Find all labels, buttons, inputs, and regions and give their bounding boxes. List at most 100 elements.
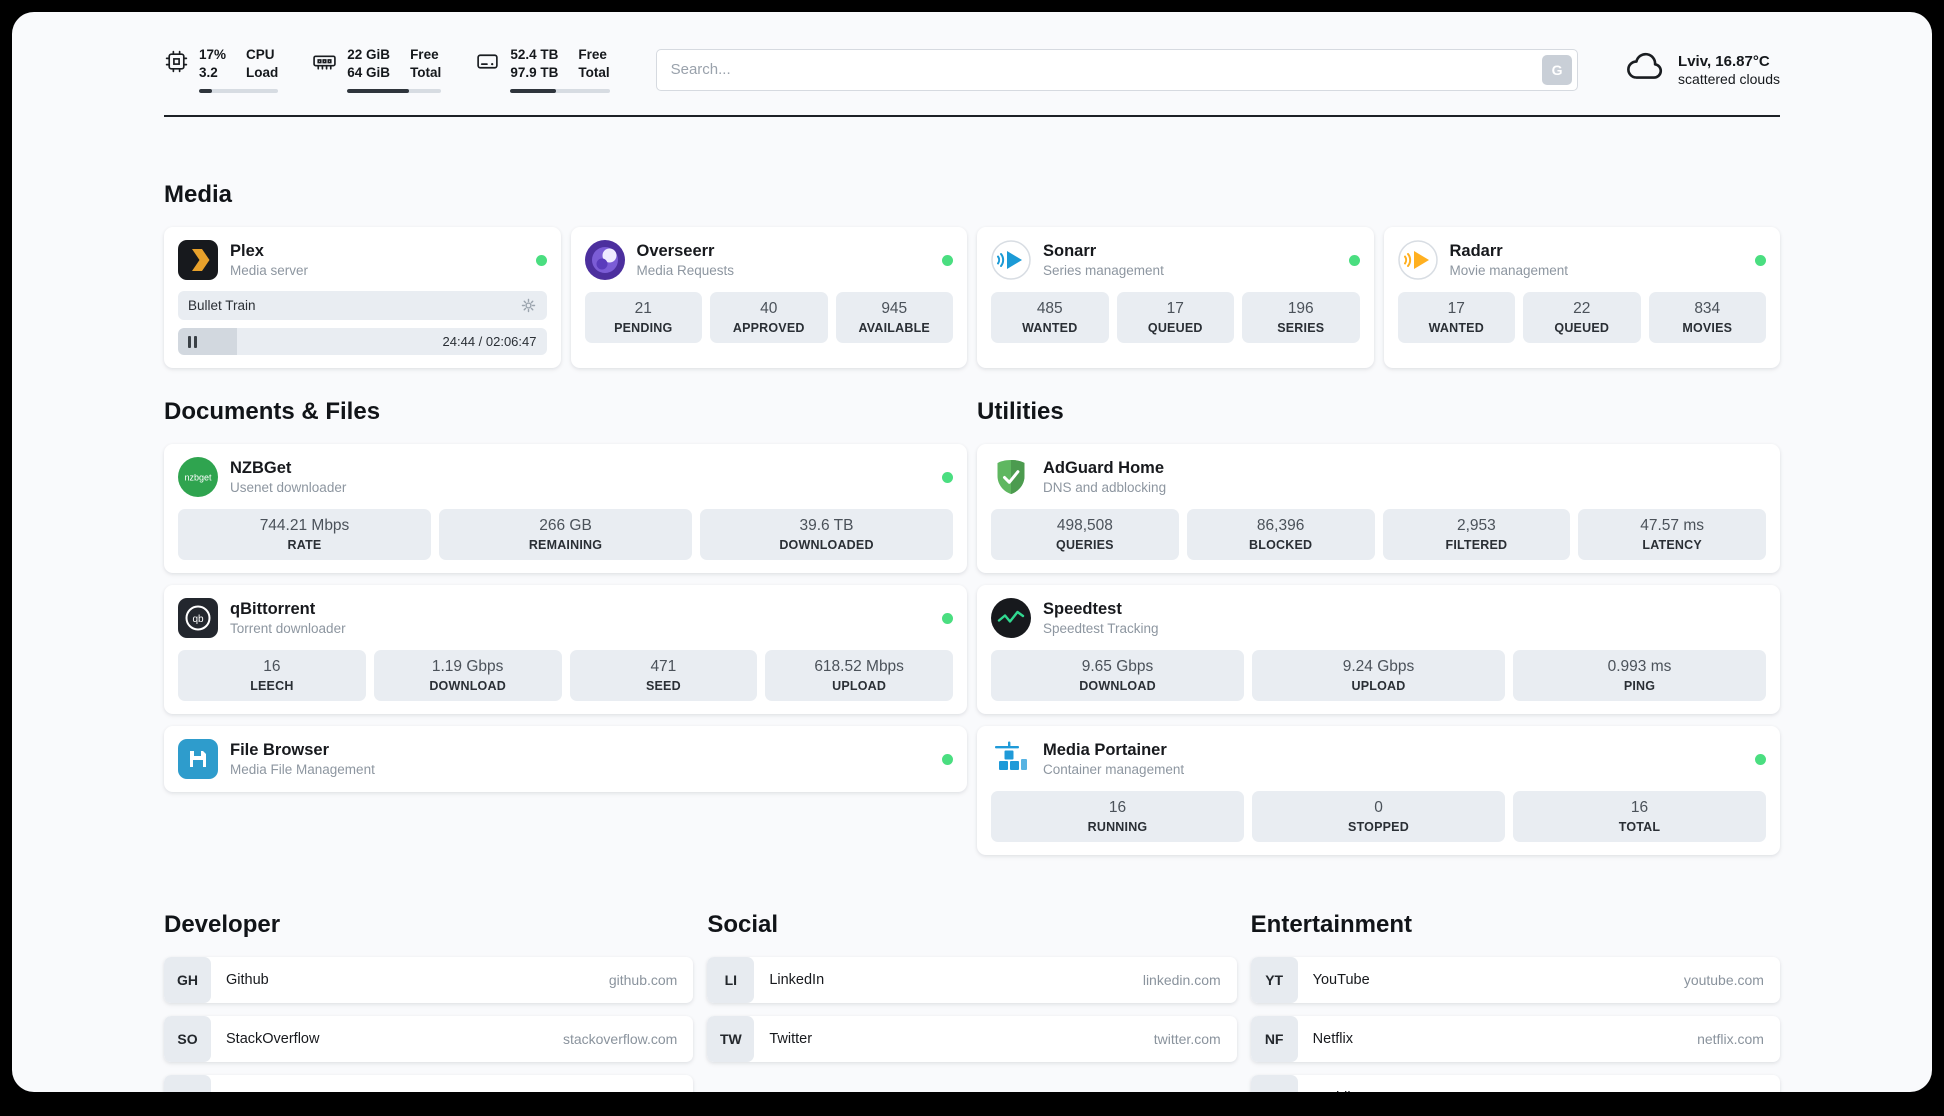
stat-queued: 17 QUEUED bbox=[1116, 292, 1234, 344]
app-name: Speedtest bbox=[1043, 600, 1122, 619]
sonarr-icon bbox=[991, 240, 1031, 281]
app-card-speedtest[interactable]: Speedtest Speedtest Tracking 9.65 Gbps D… bbox=[977, 585, 1780, 715]
app-subtitle: Media Requests bbox=[636, 263, 735, 279]
ram-labels: Free Total bbox=[410, 47, 442, 81]
reddit-badge: RE bbox=[1250, 1075, 1298, 1092]
link-dev[interactable]: DT DEV dev.to bbox=[164, 1075, 694, 1092]
stat-download: 9.65 Gbps DOWNLOAD bbox=[991, 650, 1244, 702]
hard-drive-icon bbox=[475, 46, 500, 74]
cpu-metric: 17% 3.2 CPU Load bbox=[164, 46, 279, 94]
app-card-radarr[interactable]: Radarr Movie management 17 WANTED 22 QUE… bbox=[1383, 227, 1780, 369]
app-subtitle: DNS and adblocking bbox=[1043, 480, 1167, 496]
status-dot bbox=[942, 612, 953, 624]
link-youtube[interactable]: YT YouTube youtube.com bbox=[1250, 957, 1780, 1004]
app-card-overseerr[interactable]: Overseerr Media Requests 21 PENDING 40 A… bbox=[570, 227, 967, 369]
stat-download: 1.19 Gbps DOWNLOAD bbox=[373, 650, 562, 702]
radarr-icon bbox=[1397, 240, 1438, 281]
stat-pending: 21 PENDING bbox=[584, 292, 702, 344]
stat-remaining: 266 GB REMAINING bbox=[439, 509, 692, 561]
pause-icon[interactable] bbox=[188, 335, 197, 348]
section-entertainment: Entertainment YT YouTube youtube.com NF … bbox=[1250, 911, 1780, 1092]
search-engine-button[interactable]: G bbox=[1542, 54, 1573, 85]
link-netflix[interactable]: NF Netflix netflix.com bbox=[1250, 1016, 1780, 1063]
portainer-icon bbox=[991, 739, 1031, 779]
link-reddit[interactable]: RE Reddit reddit.com bbox=[1250, 1075, 1780, 1092]
link-linkedin[interactable]: LI LinkedIn linkedin.com bbox=[707, 957, 1237, 1004]
disk-progressbar bbox=[510, 89, 610, 94]
app-card-nzbget[interactable]: nzbget NZBGet Usenet downloader 744.21 M… bbox=[164, 444, 967, 574]
stat-running: 16 RUNNING bbox=[991, 791, 1244, 843]
app-name: Media Portainer bbox=[1043, 741, 1167, 760]
stat-rate: 744.21 Mbps RATE bbox=[178, 509, 431, 561]
disk-values: 52.4 TB 97.9 TB bbox=[510, 47, 559, 81]
app-name: Plex bbox=[230, 242, 264, 261]
app-subtitle: Media File Management bbox=[230, 762, 375, 778]
app-name: Radarr bbox=[1449, 242, 1503, 261]
media-heading: Media bbox=[164, 181, 233, 209]
github-badge: GH bbox=[164, 957, 211, 1004]
section-social: Social LI LinkedIn linkedin.com TW Twitt… bbox=[707, 911, 1237, 1092]
status-dot bbox=[942, 254, 953, 266]
now-playing-title: Bullet Train bbox=[188, 298, 256, 314]
svg-text:nzbget: nzbget bbox=[184, 473, 212, 483]
dashboard-panel: 17% 3.2 CPU Load bbox=[12, 12, 1932, 1092]
stat-available: 945 AVAILABLE bbox=[835, 292, 953, 344]
ram-metric: 22 GiB 64 GiB Free Total bbox=[312, 46, 442, 94]
weather-condition: scattered clouds bbox=[1678, 70, 1780, 87]
section-developer: Developer GH Github github.com SO StackO… bbox=[164, 911, 694, 1092]
app-card-adguard[interactable]: AdGuard Home DNS and adblocking 498,508 … bbox=[977, 444, 1780, 574]
filebrowser-icon bbox=[178, 739, 218, 780]
app-name: qBittorrent bbox=[230, 600, 316, 619]
cpu-chip-icon bbox=[164, 46, 189, 74]
app-subtitle: Media server bbox=[230, 263, 309, 279]
stat-total: 16 TOTAL bbox=[1513, 791, 1766, 843]
header-bar: 17% 3.2 CPU Load bbox=[164, 12, 1780, 94]
stat-filtered: 2,953 FILTERED bbox=[1382, 509, 1571, 561]
status-dot bbox=[942, 471, 953, 483]
app-subtitle: Container management bbox=[1043, 762, 1185, 778]
qbittorrent-icon: qb bbox=[178, 598, 218, 639]
stat-movies: 834 MOVIES bbox=[1648, 292, 1766, 344]
stat-queued: 22 QUEUED bbox=[1523, 292, 1641, 344]
stat-latency: 47.57 ms LATENCY bbox=[1578, 509, 1766, 561]
cpu-progressbar bbox=[199, 89, 279, 94]
status-dot bbox=[1755, 254, 1766, 266]
overseerr-icon bbox=[584, 240, 625, 281]
stat-seed: 471 SEED bbox=[569, 650, 758, 702]
cpu-values: 17% 3.2 bbox=[199, 47, 227, 81]
entertainment-heading: Entertainment bbox=[1250, 911, 1413, 939]
app-card-plex[interactable]: Plex Media server Bullet Train bbox=[164, 227, 561, 369]
link-twitter[interactable]: TW Twitter twitter.com bbox=[707, 1016, 1237, 1063]
app-subtitle: Speedtest Tracking bbox=[1043, 621, 1159, 637]
speedtest-icon bbox=[991, 598, 1031, 639]
developer-heading: Developer bbox=[164, 911, 281, 939]
app-name: Sonarr bbox=[1043, 242, 1097, 261]
stat-ping: 0.993 ms PING bbox=[1513, 650, 1766, 702]
section-utilities: Utilities AdGuard Home DNS and adblockin… bbox=[977, 398, 1780, 856]
stat-queries: 498,508 QUERIES bbox=[991, 509, 1179, 561]
app-card-sonarr[interactable]: Sonarr Series management 485 WANTED 17 Q… bbox=[977, 227, 1374, 369]
section-documents: Documents & Files nzbget NZBGet Usenet d… bbox=[164, 398, 967, 793]
playback-progressbar[interactable]: 24:44 / 02:06:47 bbox=[178, 328, 547, 356]
link-github[interactable]: GH Github github.com bbox=[164, 957, 694, 1004]
link-stackoverflow[interactable]: SO StackOverflow stackoverflow.com bbox=[164, 1016, 694, 1063]
cloud-icon bbox=[1624, 46, 1666, 93]
app-card-filebrowser[interactable]: File Browser Media File Management bbox=[164, 726, 967, 793]
disk-labels: Free Total bbox=[578, 47, 610, 81]
cpu-labels: CPU Load bbox=[246, 47, 279, 81]
gear-icon[interactable] bbox=[520, 297, 537, 314]
utilities-heading: Utilities bbox=[977, 398, 1064, 426]
ram-progressbar bbox=[347, 89, 442, 94]
adguard-shield-icon bbox=[991, 457, 1031, 497]
ram-values: 22 GiB 64 GiB bbox=[347, 47, 391, 81]
search-input[interactable] bbox=[655, 48, 1579, 91]
stat-blocked: 86,396 BLOCKED bbox=[1186, 509, 1375, 561]
app-subtitle: Torrent downloader bbox=[230, 621, 346, 637]
app-subtitle: Movie management bbox=[1449, 263, 1569, 279]
section-media: Media Plex Media server bbox=[164, 181, 1780, 369]
app-card-portainer[interactable]: Media Portainer Container management 16 … bbox=[977, 726, 1780, 856]
stat-approved: 40 APPROVED bbox=[710, 292, 828, 344]
dev-badge: DT bbox=[164, 1075, 211, 1092]
stat-upload: 9.24 Gbps UPLOAD bbox=[1252, 650, 1505, 702]
app-card-qbittorrent[interactable]: qb qBittorrent Torrent downloader 16 bbox=[164, 585, 967, 715]
